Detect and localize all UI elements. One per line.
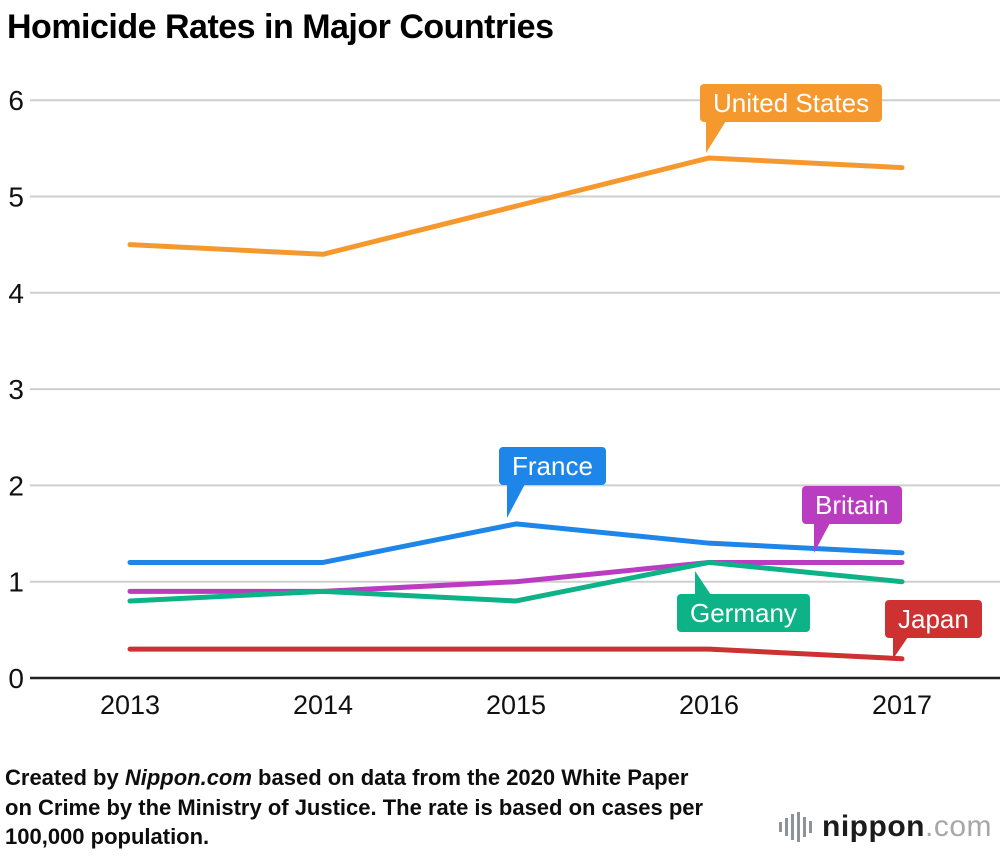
svg-text:5: 5 [8, 182, 24, 213]
logo-tld: .com [924, 810, 992, 843]
svg-text:2016: 2016 [679, 690, 739, 720]
svg-text:4: 4 [8, 278, 24, 309]
source-note-line1: Created by Nippon.com based on data from… [5, 763, 703, 793]
series-label-japan: Japan [885, 600, 982, 659]
svg-text:0: 0 [8, 663, 24, 694]
series-label-text: Germany [690, 598, 797, 628]
series-label-text: United States [713, 88, 870, 118]
series-label-germany: Germany [677, 571, 810, 632]
logo-wordmark: nippon.com [822, 810, 992, 844]
svg-text:6: 6 [8, 85, 24, 116]
soundwave-bars-icon [779, 811, 813, 843]
series-label-text: France [512, 451, 593, 481]
source-note-text: Created by [5, 765, 125, 790]
svg-text:2013: 2013 [100, 690, 160, 720]
series-label-text: Japan [898, 604, 969, 634]
series-label-britain: Britain [802, 486, 902, 553]
svg-text:2015: 2015 [486, 690, 546, 720]
svg-text:1: 1 [8, 567, 24, 598]
series-label-text: Britain [815, 490, 889, 520]
source-note: Created by Nippon.com based on data from… [5, 763, 703, 852]
source-note-text: based on data from the 2020 White Paper [251, 765, 689, 790]
source-note-brand: Nippon.com [124, 765, 252, 790]
source-note-line2: on Crime by the Ministry of Justice. The… [5, 794, 704, 820]
logo-brand: nippon [822, 810, 925, 843]
svg-text:2017: 2017 [872, 690, 932, 720]
series-label-france: France [499, 447, 606, 518]
source-note-line3: 100,000 population. [5, 824, 210, 849]
nippon-logo: nippon.com [779, 810, 992, 844]
svg-text:2014: 2014 [293, 690, 353, 720]
series-label-united-states: United States [700, 84, 883, 153]
svg-text:2: 2 [8, 470, 24, 501]
svg-text:3: 3 [8, 374, 24, 405]
chart-title: Homicide Rates in Major Countries [7, 8, 554, 46]
